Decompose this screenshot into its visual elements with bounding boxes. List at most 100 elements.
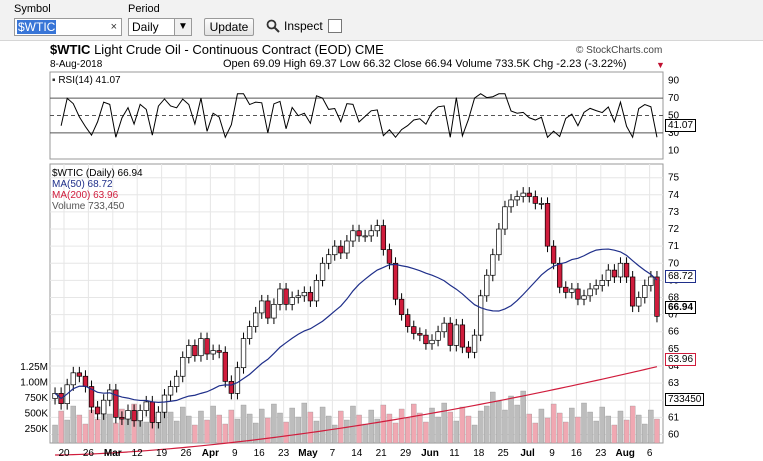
inspect-label: Inspect xyxy=(284,19,323,33)
volume-bar xyxy=(167,411,174,444)
candle-body xyxy=(338,245,344,254)
volume-bar xyxy=(192,424,198,444)
candle-body xyxy=(654,276,660,317)
period-label: Period xyxy=(128,3,160,15)
inspect-checkbox[interactable] xyxy=(328,19,342,33)
volume-bar xyxy=(526,413,532,444)
period-select[interactable]: Daily ▼ xyxy=(128,18,192,36)
volume-bar xyxy=(465,415,472,444)
clear-icon[interactable]: × xyxy=(110,21,117,33)
volume-bar xyxy=(350,405,356,444)
rsi-value: RSI(14) 41.07 xyxy=(58,75,121,86)
volume-bar xyxy=(265,417,271,444)
candle-body xyxy=(593,285,599,290)
volume-bar xyxy=(404,417,411,444)
candle-body xyxy=(538,203,545,205)
candle-body xyxy=(107,389,113,401)
candle-body xyxy=(234,367,241,394)
volume-bar xyxy=(629,405,636,444)
volume-bar xyxy=(186,415,192,444)
price-tick-label: 75 xyxy=(668,173,680,184)
candle-body xyxy=(447,322,453,346)
volume-bar xyxy=(58,410,64,444)
volume-bar xyxy=(508,395,514,444)
candle-body xyxy=(222,351,228,382)
ma50-value-box: 68.72 xyxy=(665,270,697,283)
volume-bar xyxy=(550,403,557,444)
x-tick-label: Jul xyxy=(520,448,535,459)
volume-bar xyxy=(137,412,143,444)
candle-body xyxy=(368,230,374,237)
candle-body xyxy=(70,372,76,386)
volume-bar xyxy=(82,423,89,444)
candle-body xyxy=(642,285,648,298)
volume-bar xyxy=(119,408,125,444)
candle-body xyxy=(623,262,630,278)
volume-bar xyxy=(587,411,593,444)
candle-body xyxy=(496,228,502,256)
candle-body xyxy=(161,394,168,413)
ma50-line xyxy=(54,248,658,403)
legend-ma200: MA(200) 63.96 xyxy=(52,190,119,201)
x-tick-label: 12 xyxy=(132,448,144,459)
candle-body xyxy=(575,288,581,300)
legend-volume: Volume 733,450 xyxy=(52,201,125,212)
price-tick-label: 73 xyxy=(668,207,680,218)
volume-bar xyxy=(100,404,107,444)
candle-body xyxy=(307,292,314,302)
chart-date: 8-Aug-2018 xyxy=(50,59,103,70)
candle-body xyxy=(301,292,307,297)
candle-body xyxy=(283,288,289,305)
volume-bar xyxy=(484,405,490,444)
chevron-down-icon[interactable]: ▼ xyxy=(174,19,191,35)
x-tick-label: 14 xyxy=(351,448,363,459)
volume-bar xyxy=(374,418,380,444)
volume-bar xyxy=(368,409,374,444)
candle-body xyxy=(52,393,58,399)
candle-body xyxy=(392,262,399,300)
candle-body xyxy=(557,262,563,288)
candle-body xyxy=(435,331,441,341)
candle-body xyxy=(204,338,210,355)
volume-bar xyxy=(113,422,119,444)
symbol-label: Symbol xyxy=(14,3,51,15)
period-value: Daily xyxy=(132,20,159,34)
volume-bar xyxy=(173,420,180,444)
volume-bar xyxy=(246,413,253,444)
candle-body xyxy=(253,312,259,327)
volume-bar xyxy=(180,406,186,444)
candle-body xyxy=(192,345,198,357)
volume-bar xyxy=(319,406,326,444)
exchange: CME xyxy=(354,42,384,57)
price-tick-label: 60 xyxy=(668,429,680,440)
volume-bar xyxy=(648,409,654,444)
volume-bar xyxy=(623,419,630,444)
ma200-line xyxy=(55,366,658,456)
candle-body xyxy=(350,230,356,242)
volume-tick-label: 1.00M xyxy=(20,378,48,389)
candle-body xyxy=(405,314,411,327)
price-tick-label: 70 xyxy=(668,258,680,269)
candle-body xyxy=(344,240,350,254)
volume-bar xyxy=(307,411,314,444)
volume-bar xyxy=(642,423,648,444)
volume-value-box: 733450 xyxy=(665,393,705,406)
volume-bar xyxy=(569,407,575,444)
candle-body xyxy=(88,386,95,408)
volume-bar xyxy=(356,414,362,444)
candle-body xyxy=(94,406,101,415)
volume-bar xyxy=(453,420,460,444)
x-tick-label: 16 xyxy=(254,448,266,459)
volume-bar xyxy=(125,417,131,444)
candle-body xyxy=(477,295,484,336)
symbol-input[interactable]: $WTIC × xyxy=(14,18,122,36)
ohlc-summary: Open 69.09 High 69.37 Low 66.32 Close 66… xyxy=(223,58,627,70)
price-tick-label: 66 xyxy=(668,327,680,338)
toolbar: Symbol $WTIC × Period Daily ▼ Update Ins… xyxy=(0,0,763,41)
volume-bar xyxy=(143,421,149,444)
volume-bar xyxy=(563,421,569,444)
volume-bar xyxy=(295,416,301,444)
candle-body xyxy=(544,203,551,247)
x-tick-label: 11 xyxy=(449,448,460,459)
update-button[interactable]: Update xyxy=(204,18,254,36)
